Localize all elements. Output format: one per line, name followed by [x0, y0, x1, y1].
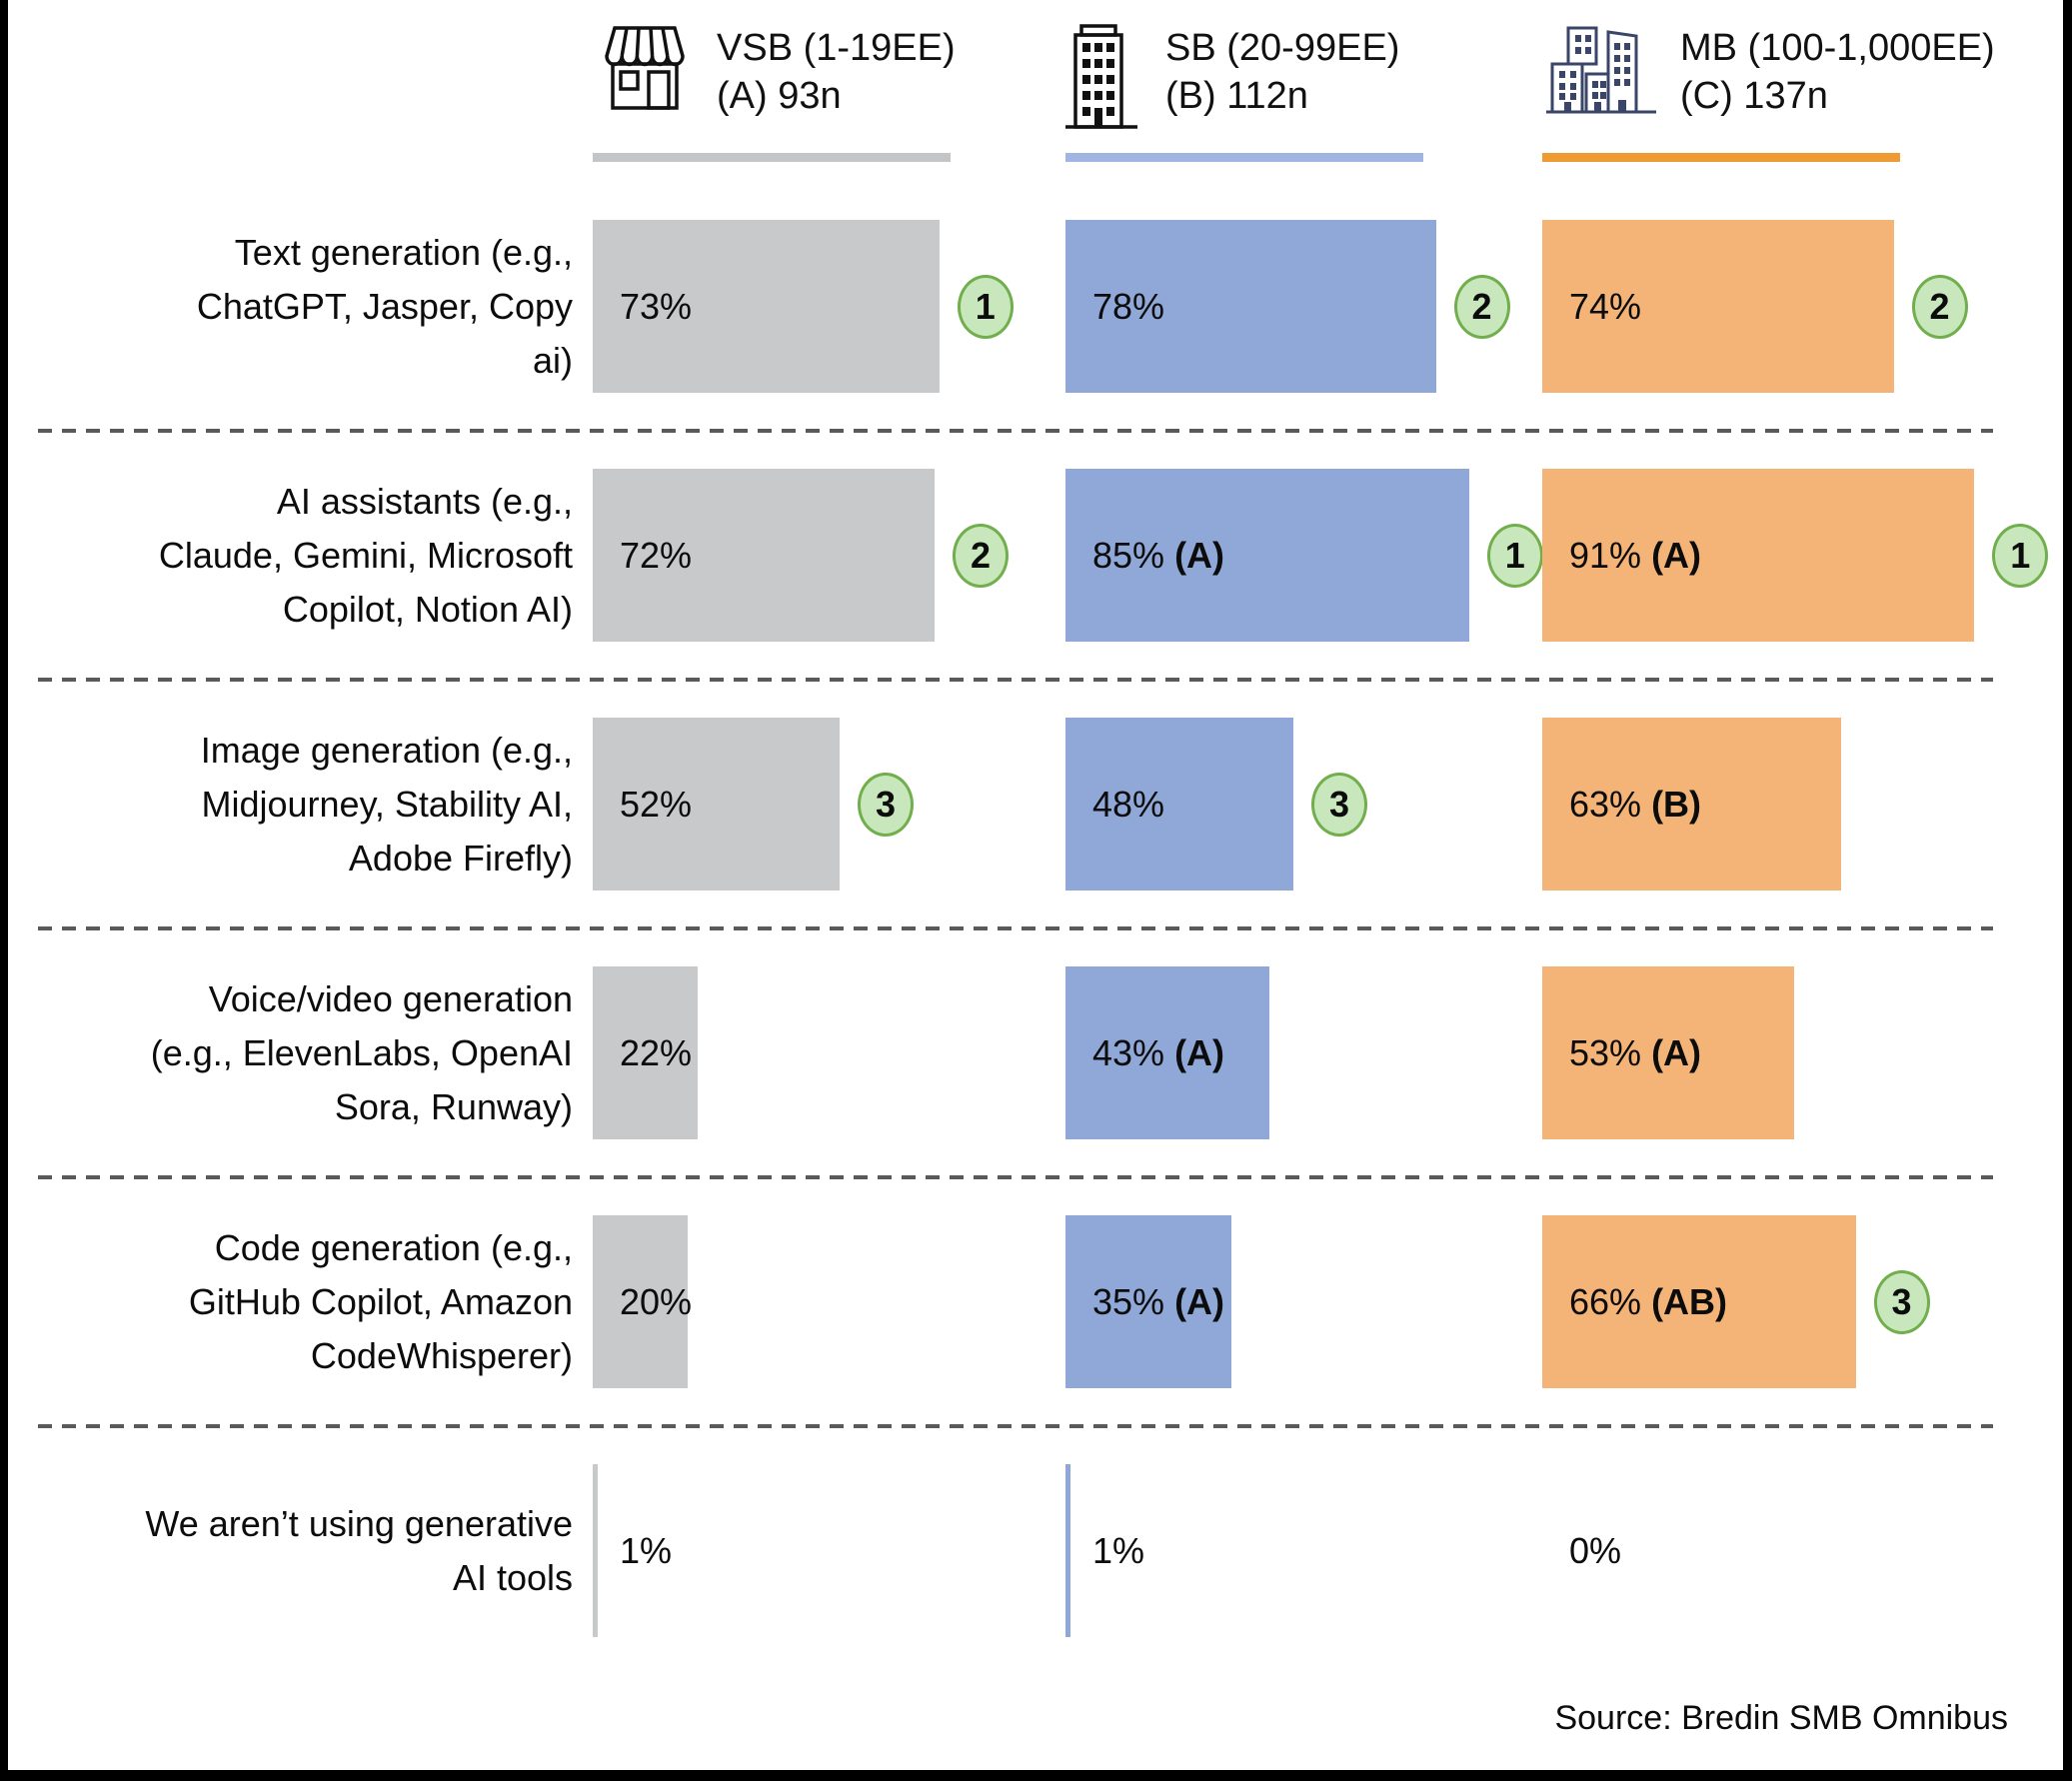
chart-row: Voice/video generation (e.g., ElevenLabs…	[8, 930, 2063, 1175]
row-separator	[38, 678, 1993, 682]
bar-value-label: 1%	[1092, 1529, 1145, 1571]
bar-mb	[1542, 1215, 1856, 1388]
bar-value-label: 91% (A)	[1569, 534, 1702, 576]
chart-row: We aren’t using generative AI tools 1% 1…	[8, 1428, 2063, 1673]
bar-value-label: 1%	[620, 1529, 673, 1571]
chart-row: Text generation (e.g., ChatGPT, Jasper, …	[8, 184, 2063, 429]
bar-vsb	[593, 966, 698, 1139]
column-header-mb: MB (100-1,000EE) (C) 137n	[1542, 22, 2063, 162]
bar-cell-vsb: 20%	[593, 1215, 1065, 1388]
bar-cell-mb: 63% (B)	[1542, 718, 2063, 890]
column-headers: VSB (1-19EE) (A) 93n	[8, 22, 2063, 162]
rank-badge: 2	[1453, 274, 1510, 339]
row-separator	[38, 926, 1993, 930]
bar-cell-vsb: 73% 1	[593, 220, 1065, 393]
city-buildings-icon	[1542, 22, 1660, 123]
office-building-icon	[1065, 22, 1145, 143]
bar-mb	[1542, 966, 1794, 1139]
bar-sb	[1065, 1215, 1232, 1388]
chart-row: AI assistants (e.g., Claude, Gemini, Mic…	[8, 433, 2063, 678]
row-separator	[38, 429, 1993, 433]
bar-sb	[1065, 220, 1436, 393]
source-note: Source: Bredin SMB Omnibus	[1554, 1699, 2008, 1737]
bar-vsb	[593, 469, 935, 642]
column-header-sb-label: SB (20-99EE) (B) 112n	[1165, 27, 1400, 117]
bar-value-label: 0%	[1569, 1529, 1622, 1571]
storefront-icon	[593, 22, 697, 119]
bar-vsb	[593, 220, 940, 393]
row-separator	[38, 1424, 1993, 1428]
bar-cell-sb: 78% 2	[1065, 220, 1542, 393]
row-label: Text generation (e.g., ChatGPT, Jasper, …	[196, 231, 573, 381]
bar-value-label: 78%	[1092, 285, 1165, 327]
bar-value-label: 20%	[620, 1280, 693, 1322]
column-header-vsb-label: VSB (1-19EE) (A) 93n	[717, 27, 956, 117]
bar-cell-mb: 53% (A)	[1542, 966, 2063, 1139]
bar-value-label: 66% (AB)	[1569, 1280, 1728, 1322]
bar-value-label: 48%	[1092, 783, 1165, 825]
rank-badge: 3	[1311, 772, 1367, 837]
rank-badge: 1	[1992, 523, 2049, 588]
bar-vsb	[593, 1464, 598, 1637]
bar-cell-mb: 66% (AB) 3	[1542, 1215, 2063, 1388]
chart-row: Image generation (e.g., Midjourney, Stab…	[8, 682, 2063, 926]
bar-mb	[1542, 220, 1894, 393]
row-separator	[38, 1175, 1993, 1179]
column-header-vsb-top: VSB (1-19EE) (A) 93n	[593, 22, 1065, 120]
bar-value-label: 63% (B)	[1569, 783, 1702, 825]
bar-cell-sb: 1%	[1065, 1464, 1542, 1637]
bar-cell-vsb: 52% 3	[593, 718, 1065, 890]
bar-value-label: 52%	[620, 783, 693, 825]
bar-cell-sb: 35% (A)	[1065, 1215, 1542, 1388]
bar-cell-sb: 43% (A)	[1065, 966, 1542, 1139]
row-label: Voice/video generation (e.g., ElevenLabs…	[150, 977, 573, 1127]
bar-cell-mb: 91% (A) 1	[1542, 469, 2063, 642]
column-header-vsb: VSB (1-19EE) (A) 93n	[593, 22, 1065, 162]
column-header-mb-label: MB (100-1,000EE) (C) 137n	[1680, 27, 1995, 117]
bar-cell-mb: 0%	[1542, 1464, 2063, 1637]
bar-value-label: 74%	[1569, 285, 1642, 327]
rank-badge: 1	[957, 274, 1014, 339]
bar-sb	[1065, 718, 1293, 890]
bar-cell-vsb: 72% 2	[593, 469, 1065, 642]
bar-value-label: 22%	[620, 1031, 693, 1073]
rank-badge: 2	[1911, 274, 1968, 339]
bar-vsb	[593, 718, 840, 890]
bar-value-label: 73%	[620, 285, 693, 327]
rank-badge: 2	[953, 523, 1009, 588]
rank-badge: 3	[1873, 1269, 1930, 1334]
bar-value-label: 43% (A)	[1092, 1031, 1225, 1073]
bar-value-label: 85% (A)	[1092, 534, 1225, 576]
column-underline-vsb	[593, 153, 951, 162]
column-underline-mb	[1542, 153, 1900, 162]
rank-badge: 3	[858, 772, 914, 837]
bar-cell-sb: 85% (A) 1	[1065, 469, 1543, 642]
bar-value-label: 35% (A)	[1092, 1280, 1225, 1322]
rank-badge: 1	[1486, 523, 1543, 588]
column-header-sb: SB (20-99EE) (B) 112n	[1065, 22, 1542, 162]
bar-cell-vsb: 22%	[593, 966, 1065, 1139]
bar-vsb	[593, 1215, 688, 1388]
bar-cell-vsb: 1%	[593, 1464, 1065, 1637]
bar-cell-mb: 74% 2	[1542, 220, 2063, 393]
row-label: AI assistants (e.g., Claude, Gemini, Mic…	[158, 480, 573, 630]
bar-mb	[1542, 469, 1975, 642]
bar-cell-sb: 48% 3	[1065, 718, 1542, 890]
bar-sb	[1065, 966, 1270, 1139]
bar-value-label: 72%	[620, 534, 693, 576]
column-underline-sb	[1065, 153, 1423, 162]
bar-value-label: 53% (A)	[1569, 1031, 1702, 1073]
column-header-mb-top: MB (100-1,000EE) (C) 137n	[1542, 22, 2063, 123]
bar-mb	[1542, 718, 1842, 890]
bar-sb	[1065, 1464, 1070, 1637]
row-label: We aren’t using generative AI tools	[145, 1502, 573, 1598]
row-label: Code generation (e.g., GitHub Copilot, A…	[188, 1226, 573, 1376]
chart-rows: Text generation (e.g., ChatGPT, Jasper, …	[8, 184, 2063, 1673]
chart-row: Code generation (e.g., GitHub Copilot, A…	[8, 1179, 2063, 1424]
row-label: Image generation (e.g., Midjourney, Stab…	[200, 729, 573, 879]
bar-sb	[1065, 469, 1469, 642]
chart-canvas: VSB (1-19EE) (A) 93n	[8, 0, 2063, 1738]
column-header-sb-top: SB (20-99EE) (B) 112n	[1065, 22, 1542, 143]
header-spacer	[8, 22, 593, 162]
